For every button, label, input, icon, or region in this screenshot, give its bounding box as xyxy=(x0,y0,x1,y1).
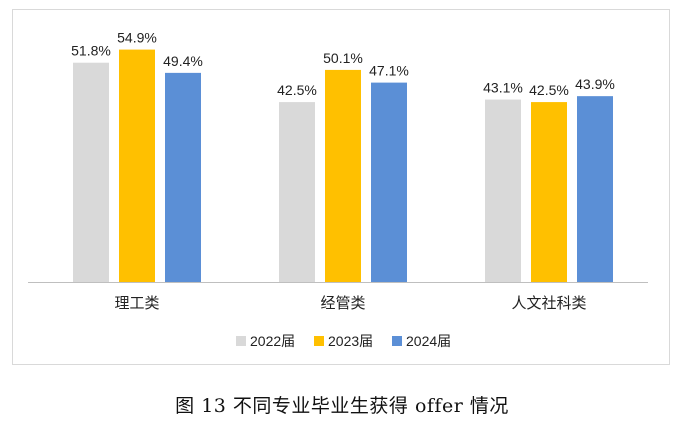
category-label: 经管类 xyxy=(320,295,365,312)
data-label: 42.5% xyxy=(529,82,569,98)
bar xyxy=(371,82,407,282)
bar xyxy=(73,62,109,282)
legend-label: 2023届 xyxy=(328,333,373,349)
bar xyxy=(577,96,613,282)
data-label: 42.5% xyxy=(277,82,317,98)
data-label: 54.9% xyxy=(117,30,157,46)
data-label: 49.4% xyxy=(163,53,203,69)
legend-label: 2022届 xyxy=(250,333,295,349)
bar xyxy=(279,102,315,282)
bar xyxy=(165,72,201,282)
bar xyxy=(119,49,155,283)
data-label: 50.1% xyxy=(323,50,363,66)
category-label: 人文社科类 xyxy=(511,295,586,312)
legend-swatch xyxy=(392,336,402,346)
legend-label: 2024届 xyxy=(406,333,451,349)
legend-swatch xyxy=(314,336,324,346)
data-label: 43.9% xyxy=(575,76,615,92)
figure-caption: 图 13 不同专业毕业生获得 offer 情况 xyxy=(175,395,509,417)
data-label: 43.1% xyxy=(483,80,523,96)
data-label: 47.1% xyxy=(369,63,409,79)
bar xyxy=(531,102,567,282)
data-label: 51.8% xyxy=(71,43,111,59)
bar xyxy=(325,69,361,282)
category-label: 理工类 xyxy=(114,295,159,312)
legend-swatch xyxy=(236,336,246,346)
bar xyxy=(485,99,521,282)
